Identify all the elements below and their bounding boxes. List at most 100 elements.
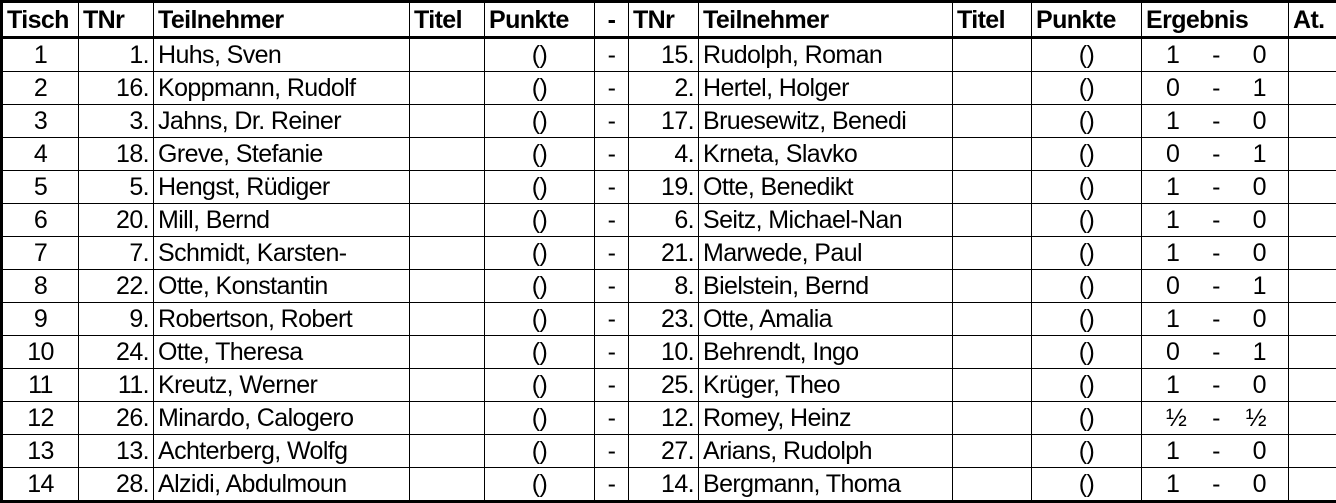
separator: - xyxy=(595,105,629,138)
separator: - xyxy=(595,468,629,502)
result-white: 1 xyxy=(1166,172,1179,202)
player-points: () xyxy=(485,270,595,303)
attribute xyxy=(1289,204,1336,237)
result-white: 1 xyxy=(1166,205,1179,235)
result-separator: - xyxy=(1212,40,1220,70)
opponent-name: Arians, Rudolph xyxy=(699,435,953,468)
opponent-title xyxy=(953,105,1032,138)
separator: - xyxy=(595,336,629,369)
player-points: () xyxy=(485,402,595,435)
result-cell: 1-0 xyxy=(1142,204,1289,237)
result-black: 0 xyxy=(1253,304,1266,334)
table-number: 8 xyxy=(2,270,79,303)
player-number: 22. xyxy=(79,270,154,303)
header-at: At. xyxy=(1289,2,1336,38)
attribute xyxy=(1289,435,1336,468)
player-name: Mill, Bernd xyxy=(154,204,410,237)
header-punkte-2: Punkte xyxy=(1032,2,1142,38)
table-number: 7 xyxy=(2,237,79,270)
player-number: 13. xyxy=(79,435,154,468)
result-separator: - xyxy=(1212,106,1220,136)
opponent-name: Krüger, Theo xyxy=(699,369,953,402)
separator: - xyxy=(595,171,629,204)
result: 1-0 xyxy=(1146,304,1284,334)
table-number: 2 xyxy=(2,72,79,105)
player-title xyxy=(410,303,485,336)
player-title xyxy=(410,336,485,369)
opponent-title xyxy=(953,369,1032,402)
result: 0-1 xyxy=(1146,337,1284,367)
opponent-points: () xyxy=(1032,204,1142,237)
result-cell: 1-0 xyxy=(1142,369,1289,402)
attribute xyxy=(1289,72,1336,105)
header-titel: Titel xyxy=(410,2,485,38)
header-ergebnis: Ergebnis xyxy=(1142,2,1289,38)
table-number: 6 xyxy=(2,204,79,237)
opponent-number: 15. xyxy=(629,38,699,72)
opponent-number: 2. xyxy=(629,72,699,105)
opponent-number: 10. xyxy=(629,336,699,369)
header-tnr-2: TNr xyxy=(629,2,699,38)
player-title xyxy=(410,171,485,204)
header-teilnehmer: Teilnehmer xyxy=(154,2,410,38)
result-cell: 0-1 xyxy=(1142,336,1289,369)
opponent-title xyxy=(953,204,1032,237)
opponent-number: 8. xyxy=(629,270,699,303)
opponent-name: Otte, Amalia xyxy=(699,303,953,336)
player-number: 24. xyxy=(79,336,154,369)
opponent-number: 21. xyxy=(629,237,699,270)
attribute xyxy=(1289,270,1336,303)
player-name: Otte, Konstantin xyxy=(154,270,410,303)
player-number: 18. xyxy=(79,138,154,171)
separator: - xyxy=(595,138,629,171)
result-cell: 1-0 xyxy=(1142,303,1289,336)
player-points: () xyxy=(485,369,595,402)
attribute xyxy=(1289,468,1336,502)
opponent-title xyxy=(953,435,1032,468)
attribute xyxy=(1289,171,1336,204)
player-title xyxy=(410,270,485,303)
player-points: () xyxy=(485,237,595,270)
separator: - xyxy=(595,435,629,468)
result-cell: 1-0 xyxy=(1142,105,1289,138)
opponent-name: Marwede, Paul xyxy=(699,237,953,270)
opponent-name: Romey, Heinz xyxy=(699,402,953,435)
table-number: 12 xyxy=(2,402,79,435)
table-number: 3 xyxy=(2,105,79,138)
header-teilnehmer-2: Teilnehmer xyxy=(699,2,953,38)
player-number: 9. xyxy=(79,303,154,336)
opponent-name: Bielstein, Bernd xyxy=(699,270,953,303)
result-black: 0 xyxy=(1253,238,1266,268)
player-number: 1. xyxy=(79,38,154,72)
result-separator: - xyxy=(1212,238,1220,268)
separator: - xyxy=(595,402,629,435)
header-row: Tisch TNr Teilnehmer Titel Punkte - TNr … xyxy=(2,2,1336,38)
result-cell: 1-0 xyxy=(1142,171,1289,204)
result-white: 0 xyxy=(1166,271,1179,301)
opponent-number: 6. xyxy=(629,204,699,237)
result-separator: - xyxy=(1212,172,1220,202)
player-points: () xyxy=(485,468,595,502)
player-name: Minardo, Calogero xyxy=(154,402,410,435)
player-number: 3. xyxy=(79,105,154,138)
player-number: 20. xyxy=(79,204,154,237)
player-title xyxy=(410,204,485,237)
result-black: 1 xyxy=(1253,73,1266,103)
opponent-points: () xyxy=(1032,171,1142,204)
result-black: 0 xyxy=(1253,40,1266,70)
player-number: 16. xyxy=(79,72,154,105)
opponent-points: () xyxy=(1032,105,1142,138)
result: 1-0 xyxy=(1146,172,1284,202)
result-white: 0 xyxy=(1166,337,1179,367)
attribute xyxy=(1289,38,1336,72)
table-number: 9 xyxy=(2,303,79,336)
opponent-name: Bruesewitz, Benedi xyxy=(699,105,953,138)
attribute xyxy=(1289,105,1336,138)
result-black: 0 xyxy=(1253,106,1266,136)
